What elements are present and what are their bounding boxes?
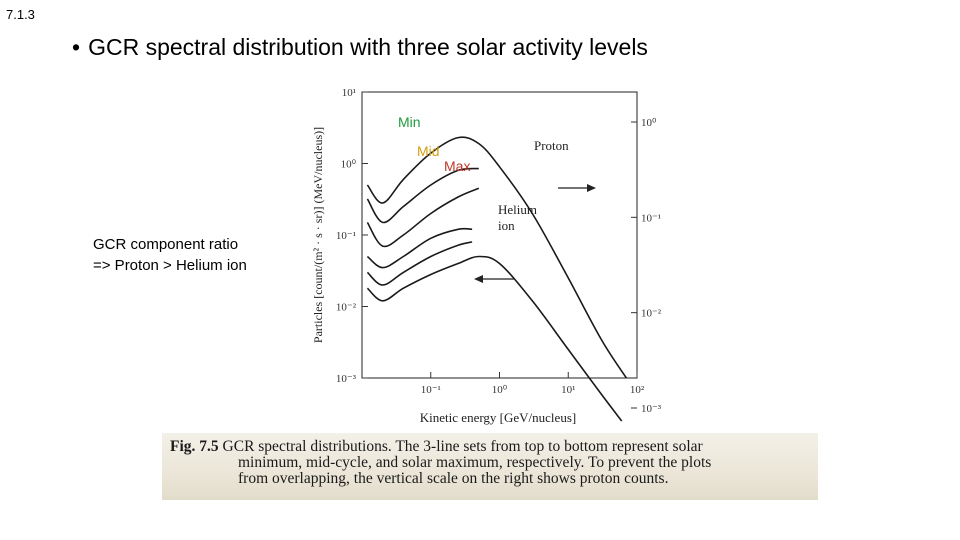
left-arrow bbox=[474, 275, 515, 283]
caption-line-1: GCR spectral distributions. The 3-line s… bbox=[222, 438, 703, 455]
series-line-3 bbox=[366, 187, 480, 248]
slide-title: • GCR spectral distribution with three so… bbox=[72, 34, 648, 61]
figure-caption: Fig. 7.5 GCR spectral distributions. The… bbox=[162, 433, 818, 500]
x-axis-label: Kinetic energy [GeV/nucleus] bbox=[420, 410, 576, 425]
y-axis-label: Particles [count/(m² · s · sr)] (MeV/nuc… bbox=[311, 127, 325, 343]
side-note: GCR component ratio => Proton > Helium i… bbox=[93, 234, 247, 276]
tick-layer: 10⁻¹ 10⁰ 10¹ 10² 10¹ 10⁰ 10⁻¹ 10⁻² 10⁻³ 10⁰ 10⁻¹ 10… bbox=[336, 87, 662, 415]
series-line-1 bbox=[366, 136, 628, 379]
series-layer bbox=[366, 136, 628, 422]
y-right-tick-label: 10⁻¹ bbox=[641, 212, 661, 224]
caption-line-3: from overlapping, the vertical scale on … bbox=[238, 470, 669, 487]
caption-line-2: minimum, mid-cycle, and solar maximum, r… bbox=[238, 454, 712, 471]
series-line-2 bbox=[366, 167, 479, 224]
annotation-proton: Proton bbox=[534, 138, 569, 153]
annotation-ion: ion bbox=[498, 218, 515, 233]
title-text: GCR spectral distribution with three sol… bbox=[88, 34, 648, 60]
y-left-tick-label: 10¹ bbox=[342, 87, 356, 99]
y-left-tick-label: 10⁰ bbox=[341, 159, 357, 171]
x-tick-label: 10² bbox=[630, 384, 645, 396]
x-tick-label: 10⁻¹ bbox=[421, 384, 441, 396]
note-line-1: GCR component ratio bbox=[93, 236, 239, 253]
title-bullet: • bbox=[72, 34, 81, 60]
label-min: Min bbox=[398, 114, 421, 130]
y-right-tick-label: 10⁻³ bbox=[641, 403, 662, 415]
y-left-tick-label: 10⁻² bbox=[336, 302, 357, 314]
x-tick-label: 10¹ bbox=[561, 384, 575, 396]
label-max: Max bbox=[444, 158, 471, 174]
y-left-tick-label: 10⁻¹ bbox=[336, 230, 356, 242]
gcr-spectrum-figure: 10⁻¹ 10⁰ 10¹ 10² 10¹ 10⁰ 10⁻¹ 10⁻² 10⁻³ 10⁰ 10⁻¹ 10… bbox=[290, 84, 670, 429]
gcr-spectrum-chart: 10⁻¹ 10⁰ 10¹ 10² 10¹ 10⁰ 10⁻¹ 10⁻² 10⁻³ 10⁰ 10⁻¹ 10… bbox=[311, 87, 662, 425]
y-right-tick-label: 10⁻² bbox=[641, 308, 662, 320]
note-line-2: => Proton > Helium ion bbox=[93, 257, 247, 274]
series-line-6 bbox=[366, 255, 623, 422]
y-left-tick-label: 10⁻³ bbox=[336, 373, 357, 385]
y-right-tick-label: 10⁰ bbox=[641, 117, 657, 129]
caption-figure-number: Fig. 7.5 bbox=[170, 438, 219, 455]
right-arrow bbox=[558, 184, 596, 192]
series-line-4 bbox=[366, 227, 473, 269]
slide-number: 7.1.3 bbox=[6, 7, 35, 22]
annotation-helium: Helium bbox=[498, 202, 537, 217]
x-tick-label: 10⁰ bbox=[492, 384, 508, 396]
series-line-5 bbox=[366, 241, 473, 286]
label-mid: Mid bbox=[417, 143, 440, 159]
